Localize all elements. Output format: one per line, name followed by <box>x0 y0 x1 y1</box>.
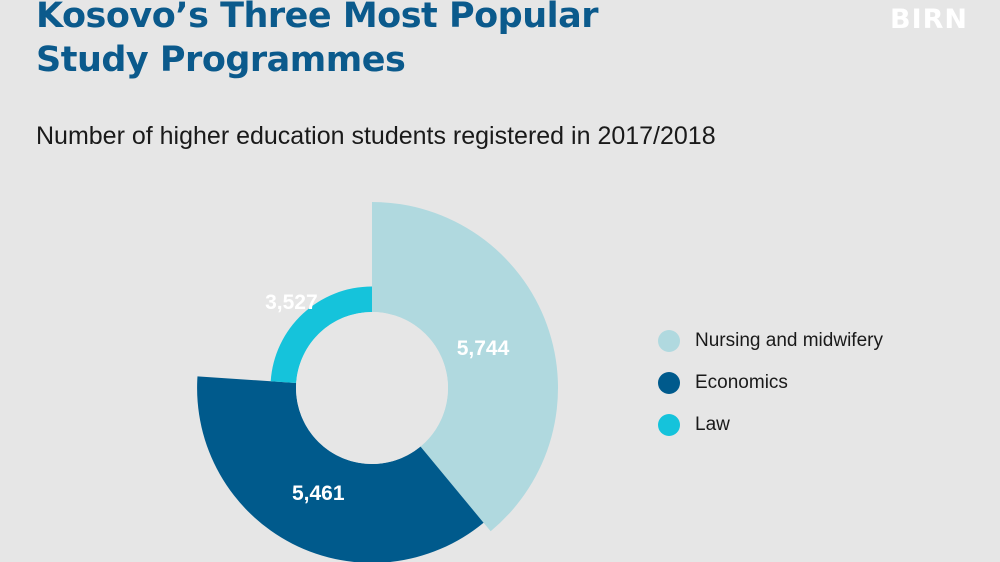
slice-value-label: 5,744 <box>457 337 510 360</box>
legend-label: Law <box>695 414 730 435</box>
donut-hole <box>296 312 448 464</box>
legend-label: Economics <box>695 372 788 393</box>
chart-subtitle: Number of higher education students regi… <box>36 122 716 150</box>
slice-value-label: 5,461 <box>292 482 345 505</box>
donut-slice-law <box>270 286 372 383</box>
chart-title-line-1: Kosovo’s Three Most Popular <box>36 0 598 36</box>
legend-label: Nursing and midwifery <box>695 330 883 351</box>
legend-swatch <box>658 414 680 436</box>
legend-item: Nursing and midwifery <box>658 320 883 362</box>
slice-value-label: 3,527 <box>265 291 318 314</box>
legend-item: Economics <box>658 362 883 404</box>
chart-title: Kosovo’s Three Most Popular Study Progra… <box>36 0 598 82</box>
donut-slice-economics <box>197 376 484 562</box>
chart-legend: Nursing and midwifery Economics Law <box>658 320 883 446</box>
legend-swatch <box>658 372 680 394</box>
donut-slice-nursing-and-midwifery <box>372 202 558 532</box>
legend-swatch <box>658 330 680 352</box>
legend-item: Law <box>658 404 883 446</box>
birn-logo: BIRN <box>889 4 968 35</box>
chart-title-line-2: Study Programmes <box>36 40 406 80</box>
